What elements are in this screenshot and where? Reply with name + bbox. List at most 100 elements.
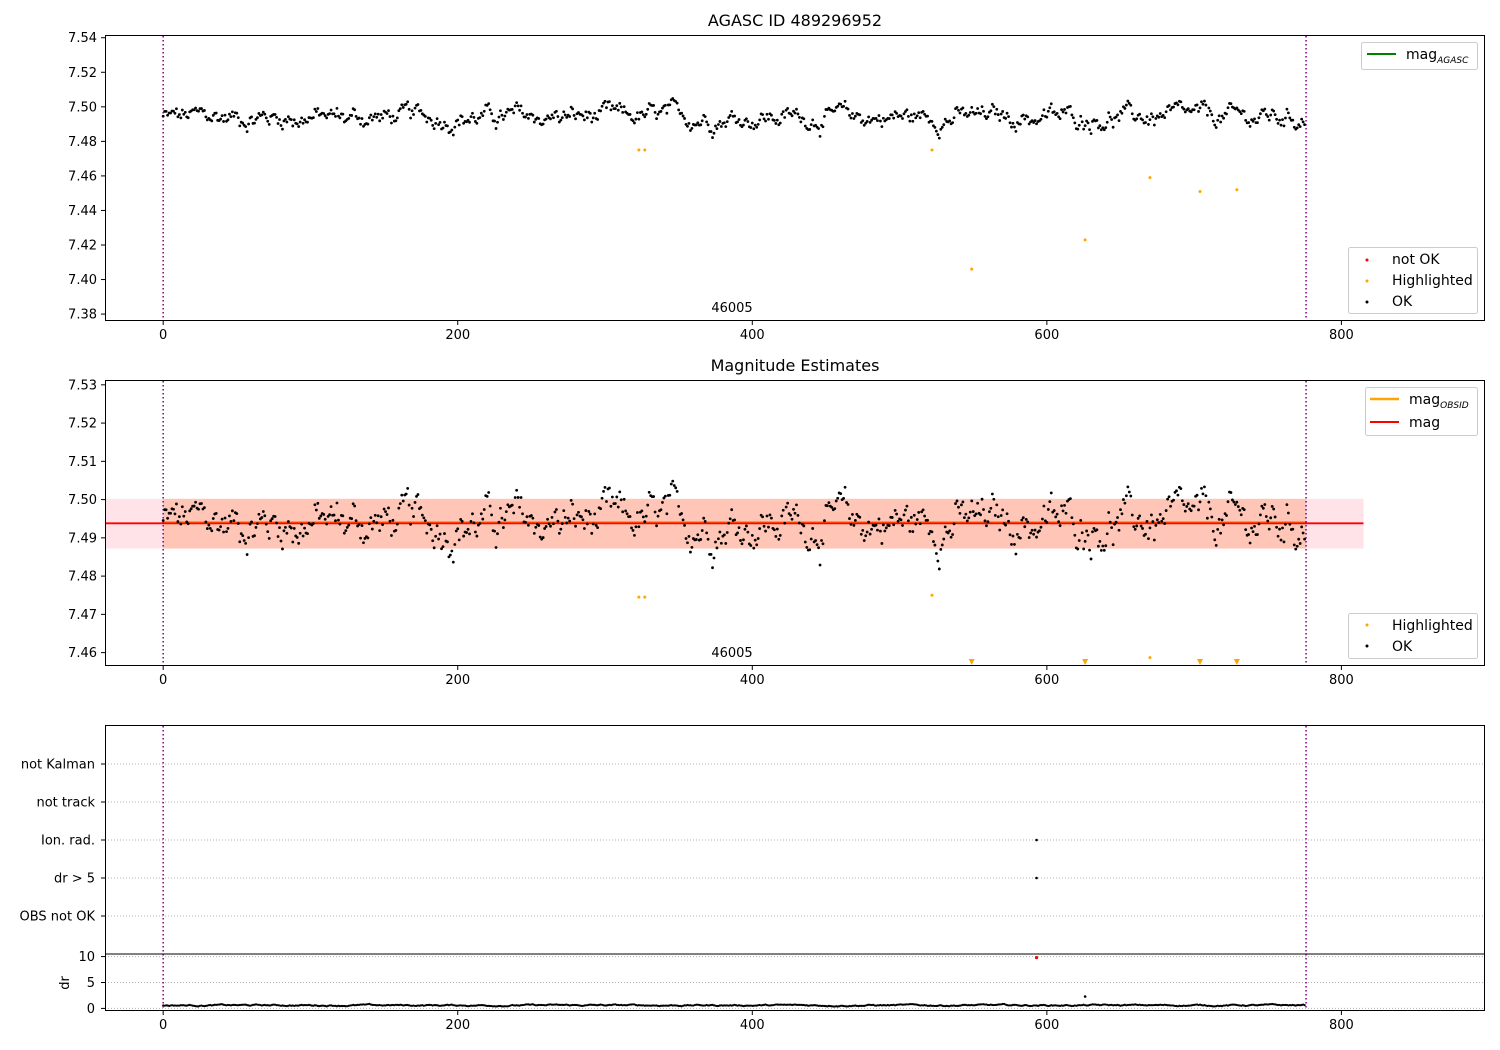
ok-point: [814, 539, 818, 542]
ok-point: [1130, 112, 1134, 116]
ok-point: [441, 126, 445, 130]
ok-point: [438, 532, 442, 536]
ok-point: [849, 522, 853, 526]
ok-point: [381, 523, 385, 527]
ok-point: [557, 531, 561, 535]
ok-point: [939, 127, 943, 131]
ok-point: [1061, 509, 1065, 513]
ok-point: [711, 136, 714, 139]
ok-point: [842, 496, 846, 500]
y-tick-label: 7.42: [68, 239, 97, 254]
dr-point: [1083, 995, 1087, 998]
ok-point: [329, 108, 333, 112]
ok-point: [1057, 520, 1061, 524]
ok-point: [1276, 121, 1280, 125]
ok-point: [1163, 522, 1167, 525]
ok-point: [203, 506, 206, 510]
ok-point: [1157, 115, 1161, 119]
ok-point: [1058, 117, 1062, 121]
ok-point: [851, 513, 854, 516]
ok-point: [334, 114, 337, 118]
ok-point: [1030, 528, 1034, 532]
ok-point: [1182, 107, 1186, 111]
ok-point: [1256, 533, 1259, 536]
ok-point: [852, 523, 856, 527]
ok-point: [568, 519, 572, 523]
highlighted-point: [970, 267, 974, 271]
y-tick-label: 7.46: [68, 646, 97, 661]
ok-point: [1176, 103, 1180, 107]
ok-point: [456, 118, 460, 122]
ok-point: [479, 512, 483, 516]
ok-point: [465, 531, 468, 534]
ok-point: [510, 503, 514, 507]
ok-point: [572, 114, 576, 117]
ok-point: [923, 514, 927, 518]
ok-point: [556, 519, 560, 523]
ok-point: [1267, 118, 1271, 122]
ok-point: [783, 116, 787, 119]
ok-point: [761, 515, 764, 519]
ok-point: [257, 112, 261, 115]
panel2-data-marks: [105, 381, 1364, 666]
ok-point: [1275, 117, 1279, 121]
ok-point: [694, 538, 698, 541]
ok-point: [1107, 511, 1111, 514]
x-tick-label: 400: [740, 328, 765, 343]
ok-point: [264, 116, 268, 120]
ok-point: [772, 119, 776, 122]
ok-point: [373, 513, 377, 517]
ok-point: [516, 496, 520, 499]
ok-point: [382, 507, 386, 511]
ok-point: [527, 523, 530, 527]
legend-marker-ok: [1365, 644, 1369, 648]
ok-point: [1264, 515, 1268, 518]
ok-point: [876, 119, 879, 122]
ok-point: [419, 506, 423, 509]
ok-point: [1135, 117, 1139, 121]
ok-point: [775, 527, 779, 531]
ok-point: [849, 116, 853, 120]
ok-point: [1071, 522, 1075, 526]
ok-point: [547, 522, 551, 526]
ok-point: [1127, 490, 1131, 494]
panel2-obsid-label: 46005: [711, 646, 752, 661]
ok-point: [709, 552, 713, 556]
ok-point: [870, 527, 873, 531]
ok-point: [877, 517, 881, 521]
ok-point: [1133, 527, 1137, 531]
ok-point: [537, 524, 541, 527]
ok-point: [210, 119, 214, 123]
ok-point: [934, 129, 938, 133]
ok-point: [905, 108, 909, 112]
ok-point: [909, 515, 913, 519]
ok-point: [485, 494, 489, 498]
ok-point: [1195, 103, 1199, 107]
x-tick-label: 400: [740, 673, 765, 688]
ok-point: [1039, 117, 1043, 121]
ok-point: [292, 527, 296, 530]
ok-point: [506, 503, 510, 507]
ok-point: [1229, 102, 1233, 106]
ok-point: [335, 106, 339, 110]
highlighted-point: [930, 593, 934, 597]
ok-point: [992, 497, 996, 501]
ok-point: [357, 116, 361, 120]
ok-point: [858, 515, 862, 519]
ok-point: [385, 112, 389, 115]
panel3-data-marks: [105, 726, 1485, 1011]
ok-point: [781, 110, 785, 114]
ok-point: [425, 120, 429, 124]
ok-point: [1013, 543, 1016, 546]
ok-point: [914, 522, 918, 526]
ok-point: [588, 512, 592, 516]
ok-point: [851, 112, 854, 115]
ok-point: [736, 120, 739, 124]
ok-point: [379, 515, 383, 519]
ok-point: [756, 122, 760, 126]
x-tick-label: 800: [1329, 1018, 1354, 1033]
panel1-axes: 7.38 7.40 7.42 7.44 7.46 7.48 7.50 7.52 7.54 0 200…: [68, 31, 1354, 343]
ok-point: [942, 537, 946, 541]
ok-point: [205, 527, 209, 530]
ok-point: [266, 530, 270, 534]
